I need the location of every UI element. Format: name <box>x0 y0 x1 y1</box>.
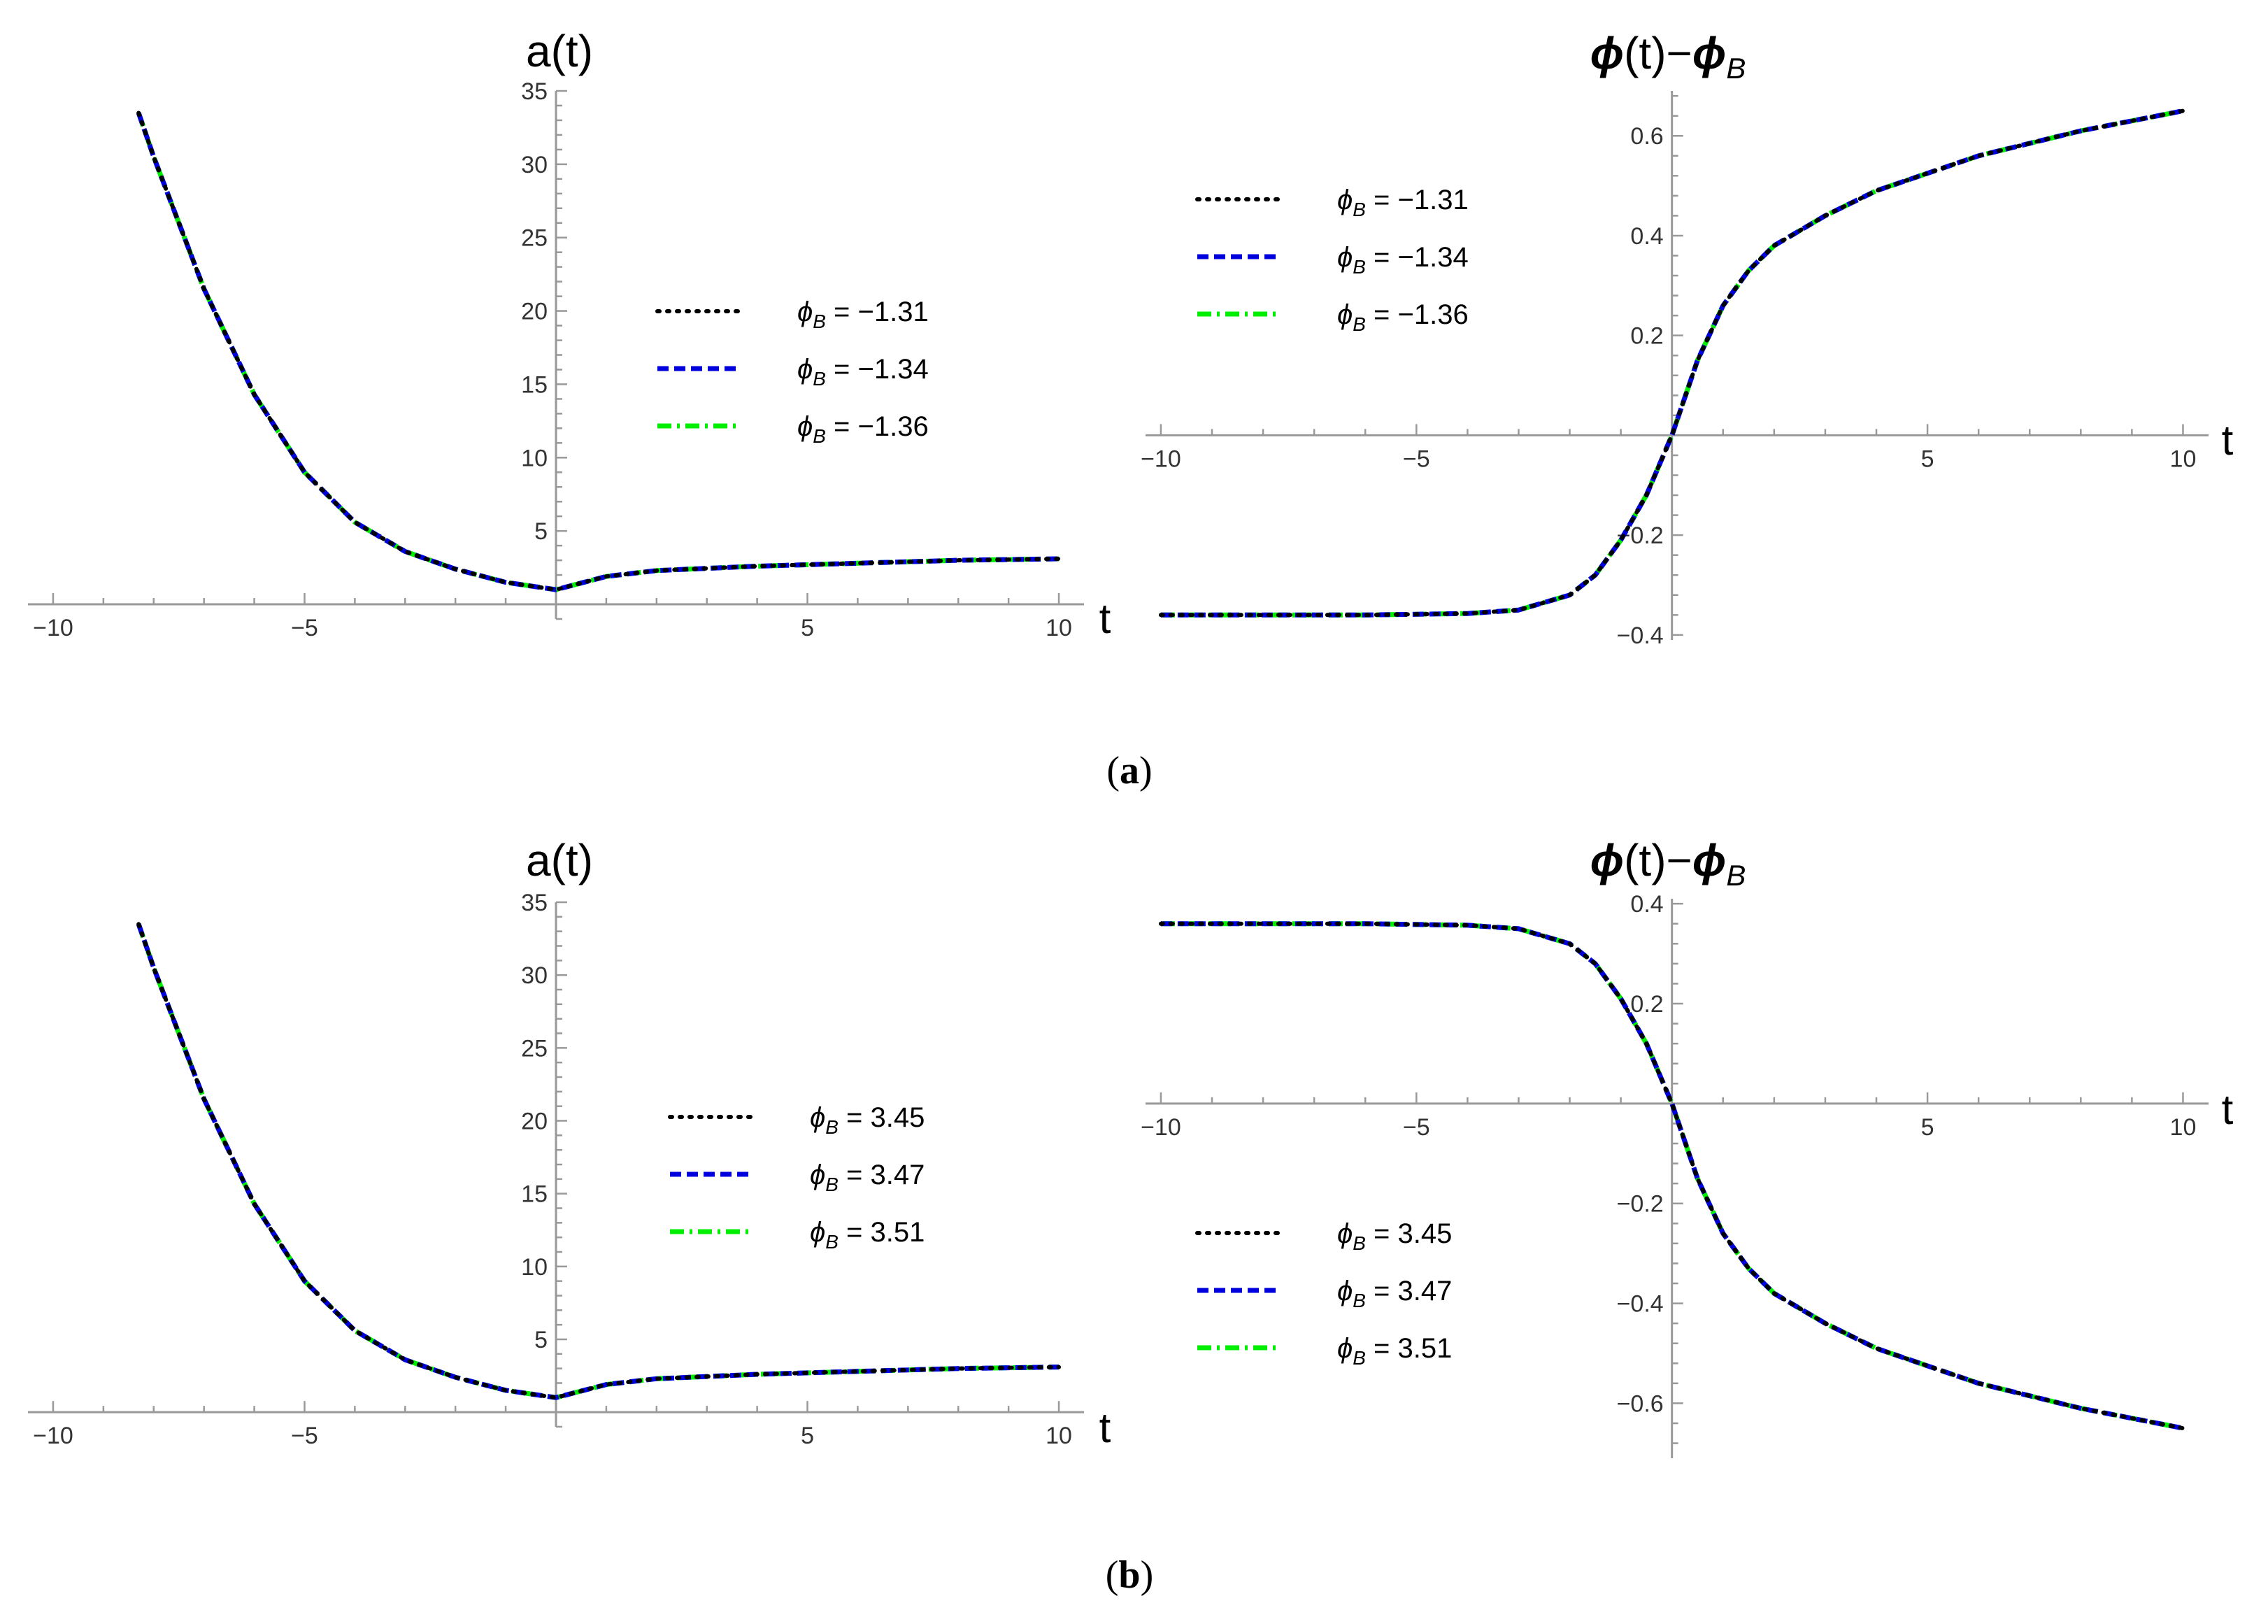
legend-entry: ϕB = −1.34 <box>1337 242 1469 278</box>
y-tick-label: 35 <box>521 890 548 916</box>
legend-entry: ϕB = −1.31 <box>797 297 929 332</box>
x-tick-label: 10 <box>1046 615 1072 641</box>
x-axis-label: t <box>2222 417 2234 464</box>
legend-value: −1.36 <box>1398 299 1469 330</box>
legend-value: −1.34 <box>1398 242 1469 273</box>
x-tick-label: 5 <box>801 1423 814 1449</box>
x-tick-label: 5 <box>1921 1114 1934 1141</box>
y-tick-label: 15 <box>521 371 548 398</box>
chart-title: a(t) <box>526 835 593 885</box>
series-line-dotted <box>136 922 1061 1400</box>
x-tick-label: −10 <box>33 1423 73 1449</box>
y-tick-label: 10 <box>521 445 548 471</box>
legend-value: 3.47 <box>1398 1276 1453 1306</box>
chart-a-scale-factor-b: −10 −5 5 10 5 10 15 20 25 30 35 a(t) t ϕB = 3.45 ϕB = … <box>28 835 1111 1451</box>
y-tick-label: 0.2 <box>1630 323 1663 350</box>
series-line-dashdot <box>136 112 1060 592</box>
x-axis-label: t <box>1099 1404 1111 1451</box>
series-line-dotted <box>1158 921 2185 1431</box>
x-tick-label: 5 <box>1921 446 1934 472</box>
panel-label-a: (a) <box>1106 749 1152 792</box>
y-tick-label: 5 <box>534 518 548 545</box>
series-line-dotted <box>1158 108 2185 618</box>
legend-value: −1.36 <box>858 411 929 442</box>
y-tick-label: −0.4 <box>1617 1291 1664 1318</box>
series-line-dotted <box>136 111 1061 592</box>
legend-entry: ϕB = −1.31 <box>1337 185 1469 220</box>
x-tick-label: −5 <box>291 615 318 641</box>
y-tick-label: 10 <box>521 1254 548 1281</box>
y-tick-label: 0.2 <box>1630 991 1663 1018</box>
panel-label-b: (b) <box>1106 1553 1153 1597</box>
x-tick-label: −10 <box>33 615 73 641</box>
legend-entry: ϕB = −1.36 <box>797 411 929 447</box>
y-tick-label: −0.2 <box>1617 1191 1664 1218</box>
y-tick-label: 30 <box>521 962 548 989</box>
y-tick-label: 0.4 <box>1630 223 1663 250</box>
x-tick-label: 10 <box>2170 1114 2197 1141</box>
y-tick-label: 30 <box>521 152 548 178</box>
x-tick-label: −5 <box>1403 446 1430 472</box>
x-tick-label: −5 <box>1403 1114 1430 1141</box>
y-tick-label: 0.4 <box>1630 891 1663 918</box>
chart-title: a(t) <box>526 26 593 76</box>
legend-value: 3.45 <box>1398 1218 1453 1249</box>
legend-entry: ϕB = 3.51 <box>1337 1333 1452 1369</box>
chart-title: ϕ(t)−ϕB <box>1590 835 1746 892</box>
x-axis-label: t <box>1099 595 1111 642</box>
y-tick-label: 35 <box>521 78 548 105</box>
y-tick-label: −0.4 <box>1617 622 1664 649</box>
y-tick-label: 20 <box>521 1109 548 1135</box>
legend-value: −1.31 <box>858 297 929 327</box>
legend-entry: ϕB = 3.45 <box>810 1102 925 1138</box>
legend-entry: ϕB = 3.45 <box>1337 1218 1452 1254</box>
y-tick-label: 5 <box>534 1327 548 1353</box>
chart-a-scale-factor-a: −10 −5 5 10 5 10 15 20 25 30 35a(t) t ϕB = −1.31 ϕB =… <box>28 26 1111 642</box>
legend-entry: ϕB = 3.47 <box>810 1160 925 1195</box>
x-tick-label: −10 <box>1141 446 1181 472</box>
y-tick-label: 0.6 <box>1630 123 1663 150</box>
legend-value: 3.51 <box>1398 1333 1453 1364</box>
y-tick-label: 20 <box>521 299 548 325</box>
x-tick-label: 5 <box>801 615 814 641</box>
x-tick-label: 10 <box>2170 446 2197 472</box>
legend-entry: ϕB = 3.51 <box>810 1217 925 1253</box>
x-axis-label: t <box>2222 1086 2234 1133</box>
chart-a-scalar-field-b: −10 −5 5 10 −0.6 −0.4 −0.2 0.2 0.4ϕ(t)−ϕB t ϕB = 3… <box>1141 835 2234 1458</box>
legend-value: 3.47 <box>871 1160 925 1190</box>
legend-entry: ϕB = 3.47 <box>1337 1276 1452 1311</box>
y-tick-label: 25 <box>521 225 548 252</box>
legend-value: 3.51 <box>871 1217 925 1248</box>
legend-entry: ϕB = −1.36 <box>1337 299 1469 335</box>
x-tick-label: −10 <box>1141 1114 1181 1141</box>
y-tick-label: 15 <box>521 1181 548 1208</box>
legend-value: −1.31 <box>1398 185 1469 215</box>
series-line-dashed <box>136 112 1060 592</box>
chart-title: ϕ(t)−ϕB <box>1590 28 1746 85</box>
legend-entry: ϕB = −1.34 <box>797 354 929 390</box>
y-tick-label: −0.6 <box>1617 1390 1664 1417</box>
legend-value: 3.45 <box>871 1102 925 1133</box>
x-tick-label: −5 <box>291 1423 318 1449</box>
y-tick-label: 25 <box>521 1035 548 1062</box>
x-tick-label: 10 <box>1046 1423 1072 1449</box>
legend-value: −1.34 <box>858 354 929 385</box>
